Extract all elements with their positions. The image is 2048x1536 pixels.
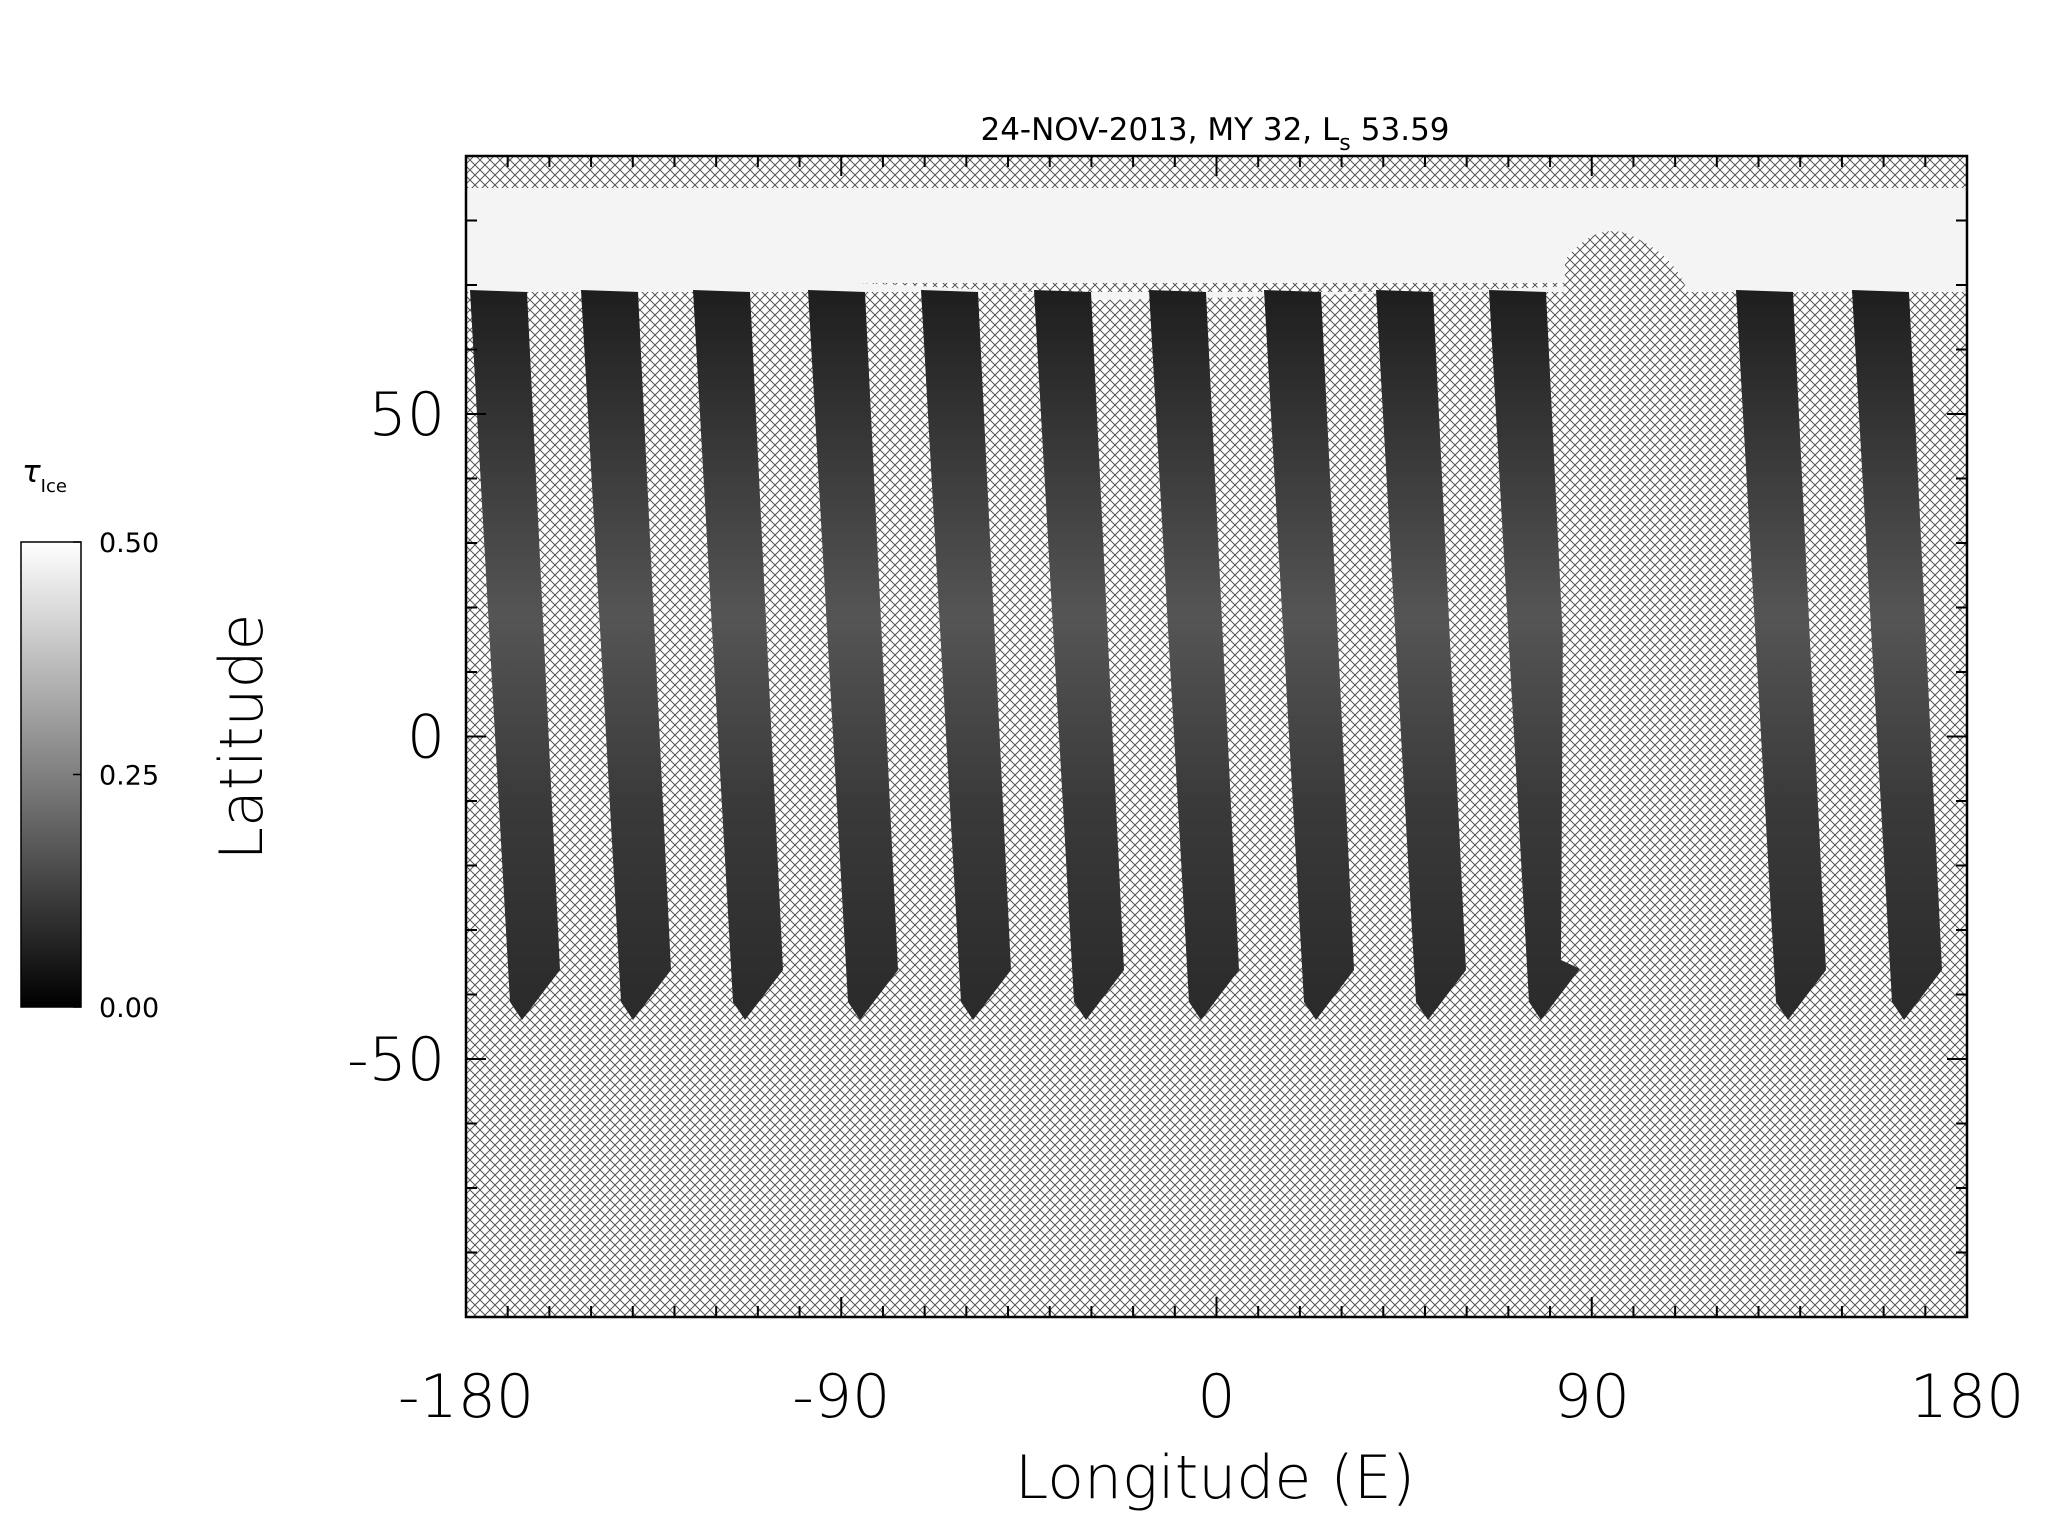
colorbar-tick-label: 0.25 [99,761,159,792]
x-tick-label: -180 [398,1362,534,1432]
y-axis-label: Latitude [207,614,277,861]
title-subscript: s [1339,131,1350,156]
swath [470,290,560,1020]
colorbar-tick-label: 0.00 [99,993,159,1024]
swath [921,290,1011,1020]
swath [808,290,898,1020]
title-text: 24-NOV-2013, MY 32, L [980,112,1340,148]
y-tick-label: 50 [369,380,445,450]
colorbar [20,541,82,1008]
x-tick-label: 90 [1554,1362,1630,1432]
chart-title: 24-NOV-2013, MY 32, Ls 53.59 [980,112,1449,156]
colorbar-symbol: τ [22,454,41,490]
swath [581,290,671,1020]
polar-cap-edge [466,279,1967,300]
colorbar-tick-label: 0.50 [99,528,159,559]
swath [1376,290,1466,1020]
swath [1489,290,1579,1020]
y-tick-label: -50 [347,1025,445,1095]
title-value: 53.59 [1361,112,1450,148]
swath [693,290,783,1020]
x-tick-label: -90 [792,1362,890,1432]
swath [1264,290,1354,1020]
x-tick-label: 0 [1197,1362,1235,1432]
y-tick-label: 0 [407,703,445,773]
polar-cap [466,188,1967,283]
x-tick-label: 180 [1910,1362,2025,1432]
colorbar-subscript: Ice [41,476,67,497]
swath [1149,290,1239,1020]
x-axis-label: Longitude (E) [1015,1443,1415,1513]
gap-region [1561,231,1690,1021]
swath [1736,290,1826,1020]
swath [1852,290,1942,1020]
swath [1034,290,1124,1020]
colorbar-label: τIce [22,454,67,497]
